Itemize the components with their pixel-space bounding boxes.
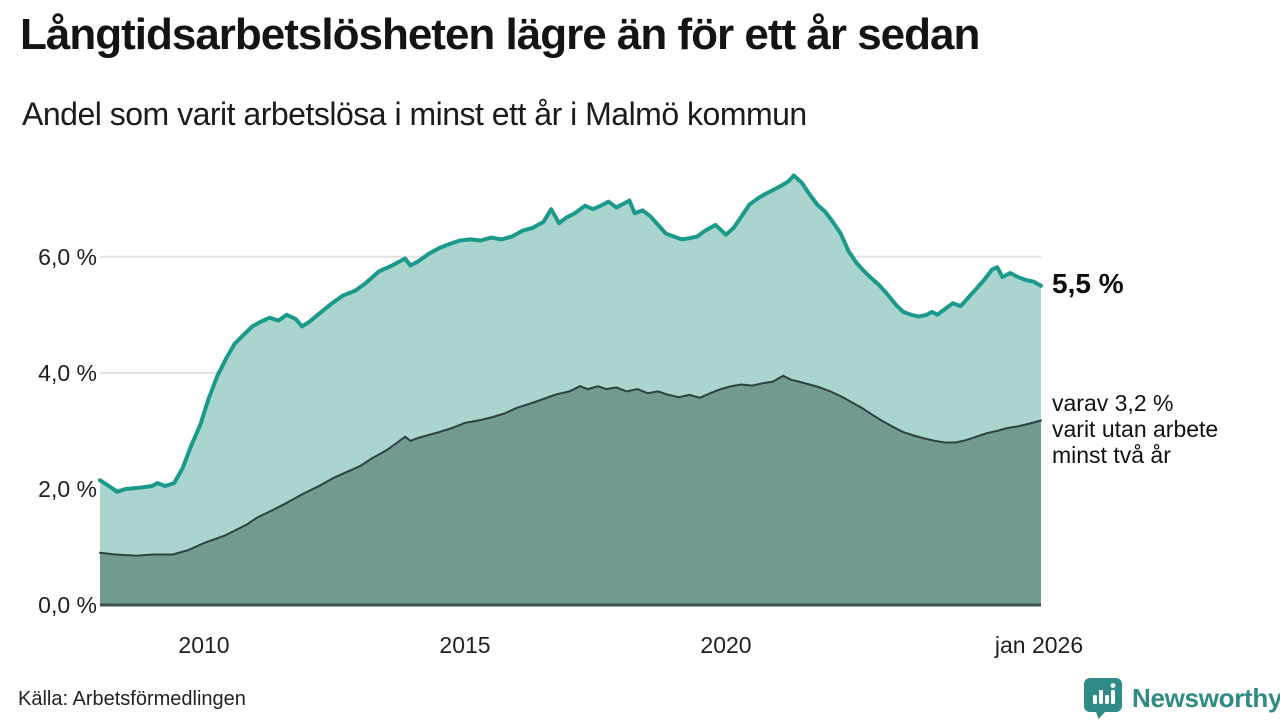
x-axis-tick-2010: 2010: [178, 632, 230, 658]
y-axis-tick-4: 4,0 %: [38, 359, 97, 386]
bar-chart-glyph: [1093, 683, 1116, 704]
source-note: Källa: Arbetsförmedlingen: [18, 688, 246, 710]
area-two-years: [100, 375, 1041, 605]
page-title: Långtidsarbetslösheten lägre än för ett …: [20, 10, 980, 59]
newsworthy-icon: [1084, 678, 1122, 719]
y-axis-tick-0: 0,0 %: [38, 592, 97, 618]
annotation-line-3: minst två år: [1052, 442, 1171, 468]
page-subtitle: Andel som varit arbetslösa i minst ett å…: [22, 96, 807, 132]
line-total-one-year: [98, 173, 1043, 494]
newsworthy-wordmark: Newsworthy: [1132, 683, 1280, 713]
annotation-line-2: varit utan arbete: [1052, 416, 1219, 442]
x-axis-tick-2015: 2015: [439, 632, 491, 658]
newsworthy-logo: Newsworthy: [1084, 676, 1280, 720]
series-end-value-label: 5,5 %: [1052, 268, 1124, 299]
x-axis-tick-2020: 2020: [700, 632, 752, 658]
y-axis-tick-6: 6,0 %: [38, 243, 97, 270]
two-years-annotation: varav 3,2 % varit utan arbete minst två …: [1052, 390, 1218, 468]
x-axis-tick-jan-2026: jan 2026: [994, 632, 1084, 658]
y-axis-tick-2: 2,0 %: [38, 475, 97, 502]
line-two-years: [99, 374, 1042, 557]
annotation-line-1: varav 3,2 %: [1052, 390, 1174, 416]
